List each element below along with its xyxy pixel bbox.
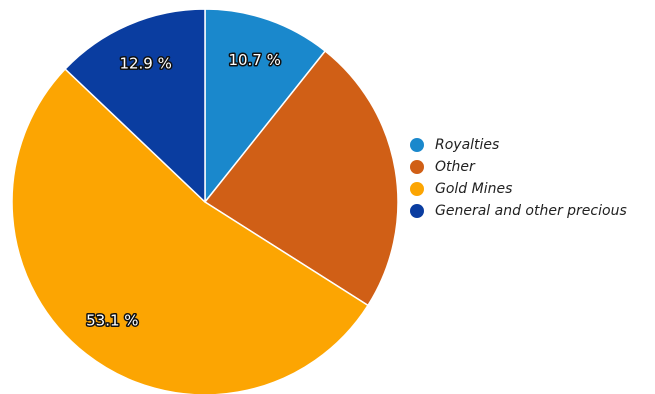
legend-item-royalties[interactable]: Royalties xyxy=(410,134,627,156)
legend-swatch-other xyxy=(410,160,424,174)
data-label-gold-mines: 53.1 % xyxy=(86,312,138,330)
pie-slice-other[interactable] xyxy=(204,50,399,307)
legend-item-general-and-other-precious[interactable]: General and other precious xyxy=(410,200,627,222)
legend-label-royalties: Royalties xyxy=(435,137,500,153)
pie-slice-gold-mines[interactable] xyxy=(11,68,369,394)
data-label-royalties: 10.7 % xyxy=(228,51,280,69)
legend-item-gold-mines[interactable]: Gold Mines xyxy=(410,178,627,200)
pie-slice-general-and-other-precious[interactable] xyxy=(64,8,206,203)
legend-label-other: Other xyxy=(435,159,475,175)
legend-swatch-gold-mines xyxy=(410,182,424,196)
legend-label-general-and-other-precious: General and other precious xyxy=(435,203,627,219)
legend-swatch-royalties xyxy=(410,138,424,152)
legend-item-other[interactable]: Other xyxy=(410,156,627,178)
pie-slice-royalties[interactable] xyxy=(204,8,326,203)
legend-label-gold-mines: Gold Mines xyxy=(435,181,513,197)
data-label-general-and-other-precious: 12.9 % xyxy=(119,55,171,73)
legend-swatch-general-and-other-precious xyxy=(410,204,424,218)
pie-chart: 10.7 % 53.1 % 12.9 % xyxy=(11,8,399,394)
chart-legend: Royalties Other Gold Mines General and o… xyxy=(410,134,627,222)
